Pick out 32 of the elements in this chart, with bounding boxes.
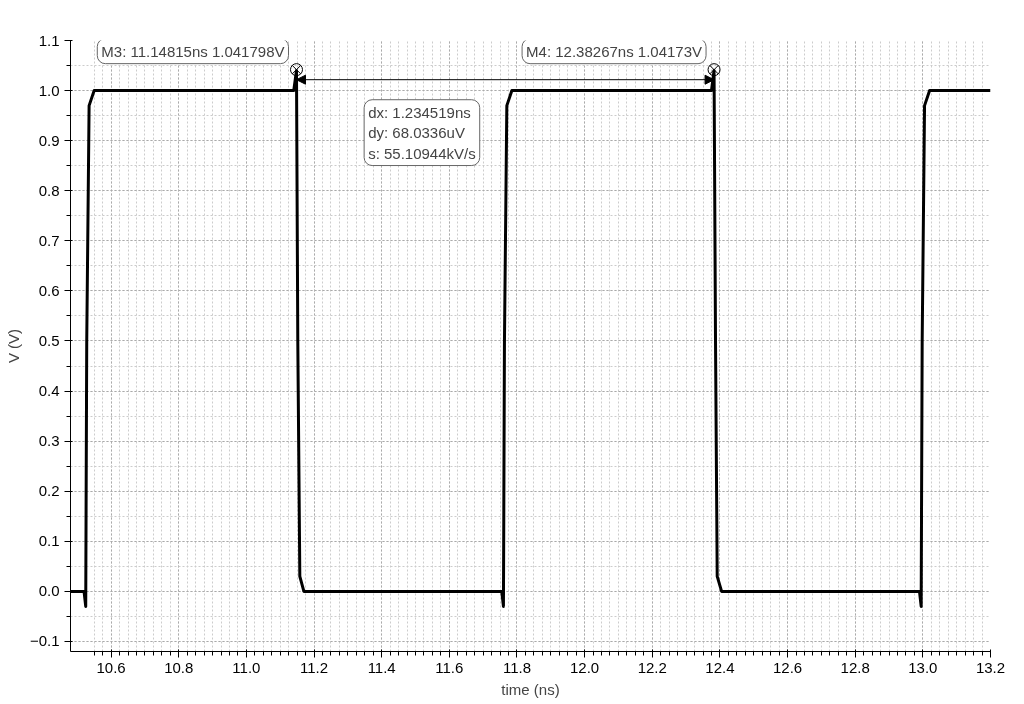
y-tick-label: 0.0	[38, 582, 60, 600]
annotation: M3: 11.14815ns 1.041798V	[101, 42, 285, 60]
y-tick-label: 1.0	[38, 81, 60, 99]
y-tick-label: 1.1	[38, 31, 60, 49]
x-tick-label: 12.6	[772, 658, 803, 676]
x-axis-title: time (ns)	[501, 680, 560, 698]
x-tick-label: 12.2	[637, 658, 667, 676]
x-tick-label: 11.8	[502, 658, 532, 676]
y-tick-label: 0.1	[38, 532, 60, 550]
x-tick-label: 11.0	[232, 658, 261, 676]
y-tick-label: 0.6	[38, 281, 60, 299]
annotation: dx: 1.234519ns dy: 68.0336uV s: 55.10944kV/s	[368, 103, 476, 162]
x-tick-label: 10.8	[164, 658, 194, 676]
y-axis-title: V (V)	[4, 328, 22, 364]
y-tick-label: 0.5	[38, 331, 60, 349]
y-tick-label: 0.3	[38, 432, 60, 450]
x-tick-label: 12.0	[570, 658, 600, 676]
x-tick-label: 11.2	[299, 658, 329, 676]
x-tick-label: 12.4	[705, 658, 735, 676]
annotation: M4: 12.38267ns 1.04173V	[526, 42, 703, 60]
x-tick-label: 10.6	[96, 658, 126, 676]
y-tick-label: 0.2	[38, 482, 60, 500]
x-tick-label: 11.4	[367, 658, 396, 676]
y-tick-label: −0.1	[29, 632, 60, 650]
y-tick-label: 0.9	[38, 131, 60, 149]
x-tick-label: 12.8	[840, 658, 870, 676]
x-tick-label: 11.6	[435, 658, 464, 676]
y-tick-label: 0.8	[38, 181, 60, 199]
x-tick-label: 13.2	[975, 658, 1006, 676]
y-tick-label: 0.4	[38, 382, 60, 400]
y-tick-label: 0.7	[38, 231, 60, 249]
x-tick-label: 13.0	[908, 658, 938, 676]
